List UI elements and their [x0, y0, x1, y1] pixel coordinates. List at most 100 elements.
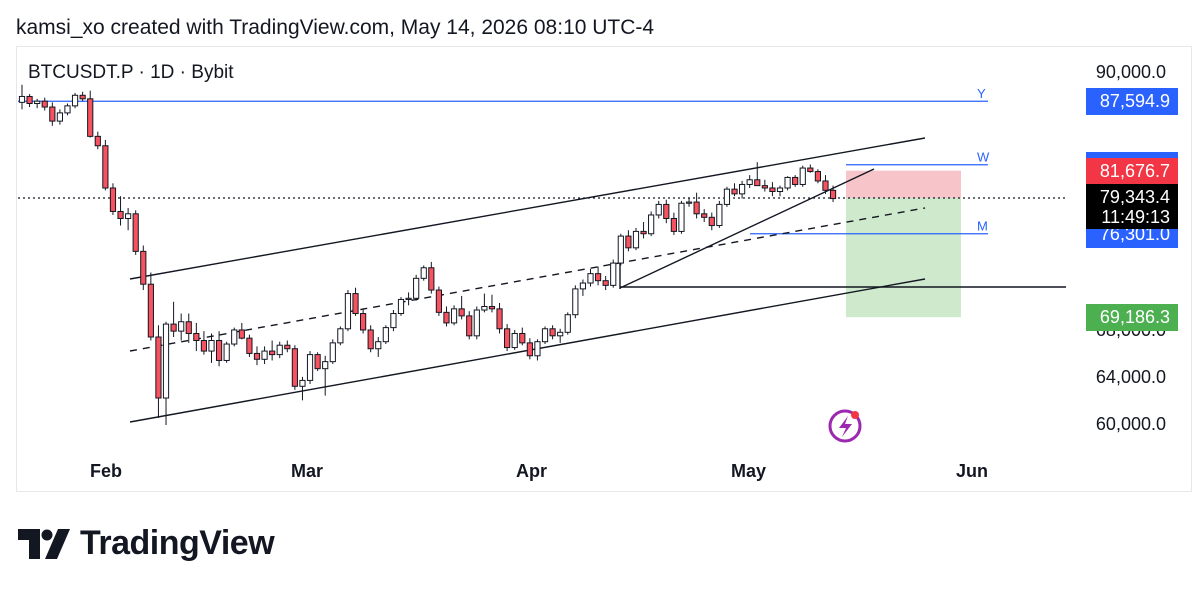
- candle: [367, 325, 374, 353]
- candle: [117, 196, 124, 226]
- candle: [746, 175, 753, 188]
- candle: [420, 265, 427, 281]
- candle-body: [511, 332, 518, 349]
- candle: [723, 186, 731, 207]
- candle: [807, 164, 814, 173]
- time-tick-label: Apr: [516, 461, 547, 481]
- candle-body: [170, 323, 177, 332]
- candle: [87, 90, 94, 138]
- candle: [140, 245, 147, 291]
- candle: [731, 183, 738, 197]
- level-label-y: Y: [977, 86, 986, 101]
- candle-body: [322, 361, 329, 370]
- candle: [557, 328, 564, 343]
- candle: [208, 333, 215, 363]
- candle: [56, 109, 63, 125]
- candle: [102, 139, 109, 191]
- candle-body: [701, 213, 708, 218]
- candle: [344, 290, 352, 332]
- candle: [754, 162, 761, 187]
- tradingview-logo-icon: [18, 528, 70, 559]
- candle: [41, 97, 48, 111]
- candle: [792, 175, 799, 187]
- candle-body: [670, 217, 677, 232]
- candle: [602, 275, 609, 291]
- candle: [79, 91, 86, 102]
- candle-body: [564, 314, 571, 333]
- candle-body: [776, 187, 784, 193]
- candle-body: [792, 176, 799, 185]
- candle: [526, 338, 533, 360]
- candle: [49, 102, 56, 126]
- candle-body: [344, 293, 352, 330]
- candle-body: [822, 180, 829, 191]
- candle-body: [382, 327, 389, 343]
- candle-body: [125, 213, 132, 219]
- chart-header: kamsi_xo created with TradingView.com, M…: [16, 16, 655, 39]
- price-badge: 87,594.9: [1086, 88, 1178, 116]
- candle-body: [663, 203, 670, 219]
- candle: [132, 210, 139, 255]
- candle-body: [162, 323, 170, 399]
- candle-body: [329, 342, 336, 363]
- candle-body: [458, 308, 465, 317]
- candle-body: [269, 350, 276, 356]
- candle: [473, 306, 480, 340]
- price-badge: 81,676.7: [1086, 157, 1178, 185]
- candle: [701, 209, 708, 223]
- candle-body: [625, 235, 632, 249]
- candle-body: [284, 344, 291, 350]
- candle: [504, 324, 511, 352]
- candle-body: [34, 100, 41, 105]
- candle-body: [261, 350, 268, 360]
- candle: [663, 199, 670, 224]
- candle-body: [541, 328, 549, 343]
- candle: [632, 227, 640, 251]
- candle: [655, 200, 662, 219]
- logo-text: TradingView: [80, 524, 275, 562]
- candle-body: [193, 332, 200, 342]
- candle: [799, 165, 806, 187]
- candle: [829, 185, 837, 203]
- candle: [94, 131, 101, 150]
- time-tick-label: Jun: [956, 461, 989, 481]
- candle: [564, 312, 571, 335]
- stop-loss-zone: [846, 170, 961, 199]
- candle-body: [94, 135, 101, 147]
- candle-body: [526, 342, 533, 357]
- candle-body: [223, 343, 230, 361]
- time-tick-label: Mar: [291, 461, 324, 481]
- candle-body: [739, 183, 746, 195]
- chart-frame: [16, 46, 1192, 492]
- candle-body: [102, 145, 109, 189]
- candle-body: [109, 187, 117, 212]
- candle-body: [504, 328, 511, 349]
- candle: [193, 322, 200, 352]
- candle: [640, 222, 647, 239]
- candle: [109, 183, 117, 215]
- candle: [125, 207, 132, 231]
- position-zones: [846, 170, 961, 318]
- candle: [34, 98, 41, 109]
- candle-body: [435, 289, 442, 313]
- candle-body: [655, 203, 662, 216]
- candle-body: [693, 201, 700, 215]
- candle-body: [26, 95, 33, 105]
- price-tick-label: 64,000.0: [1095, 367, 1166, 388]
- candle: [450, 305, 458, 326]
- price-tick-label: 90,000.0: [1095, 62, 1166, 82]
- candle: [238, 322, 245, 340]
- candle-body: [769, 187, 776, 193]
- candle-body: [420, 267, 427, 279]
- candle: [648, 211, 655, 237]
- candle: [685, 197, 693, 207]
- candle-body: [594, 273, 602, 282]
- candle: [314, 352, 321, 372]
- candle: [610, 259, 617, 288]
- candle-body: [579, 282, 587, 290]
- candle-body: [807, 167, 814, 173]
- candle-body: [428, 267, 435, 291]
- candle-body: [299, 379, 306, 387]
- candle-body: [549, 328, 556, 337]
